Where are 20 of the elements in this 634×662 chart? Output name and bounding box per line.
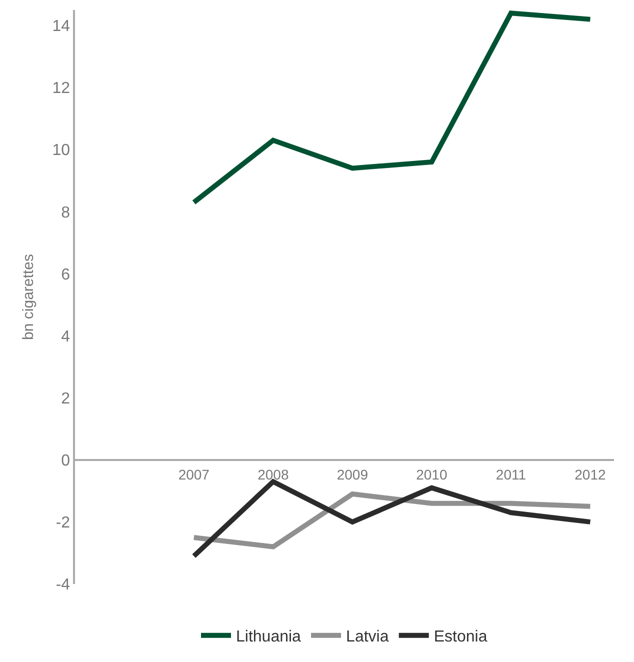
y-tick-label: 6 bbox=[61, 266, 70, 284]
x-tick-label: 2009 bbox=[336, 466, 368, 482]
y-tick-label: 0 bbox=[61, 452, 70, 470]
legend-label: Latvia bbox=[346, 628, 389, 646]
y-tick-label: -4 bbox=[56, 576, 70, 594]
y-tick-label: 4 bbox=[61, 328, 70, 346]
x-tick-label: 2012 bbox=[574, 466, 606, 482]
legend-label: Estonia bbox=[434, 628, 488, 646]
y-tick-label: 2 bbox=[61, 390, 70, 408]
y-tick-label: 12 bbox=[52, 80, 70, 98]
x-tick-label: 2011 bbox=[496, 466, 526, 482]
x-tick-label: 2007 bbox=[178, 466, 210, 482]
x-tick-label: 2010 bbox=[416, 466, 448, 482]
y-tick-label: 8 bbox=[61, 204, 70, 222]
legend-label: Lithuania bbox=[236, 628, 302, 646]
y-tick-label: 10 bbox=[52, 142, 70, 160]
y-tick-label: -2 bbox=[56, 514, 70, 532]
y-tick-label: 14 bbox=[52, 18, 70, 36]
x-tick-label: 2008 bbox=[258, 466, 289, 482]
y-axis-title: bn cigarettes bbox=[20, 254, 38, 340]
